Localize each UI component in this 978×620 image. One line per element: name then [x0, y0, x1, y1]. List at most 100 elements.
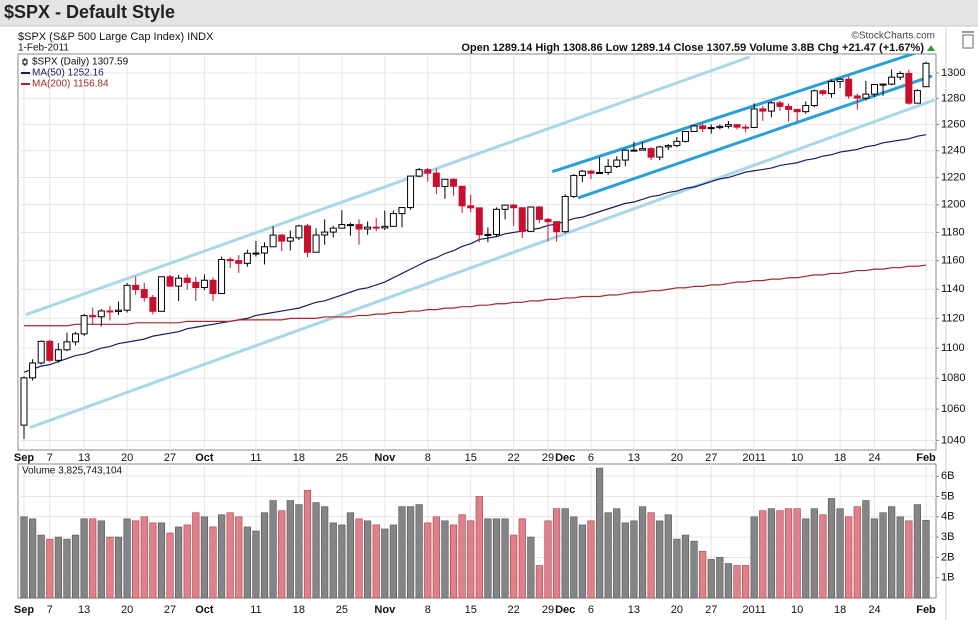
volume-bar [673, 538, 681, 599]
candle-body [450, 178, 458, 187]
y-tick-label: 1180 [941, 226, 965, 238]
candle-body [192, 281, 200, 289]
volume-bar [810, 508, 818, 599]
x-tick-label: 18 [834, 452, 846, 464]
y-tick-label: 1120 [941, 312, 965, 324]
moving-averages [23, 134, 927, 373]
y-tick-label: 1200 [941, 199, 965, 211]
volume-bar [192, 512, 200, 599]
volume-bar [845, 516, 853, 599]
volume-bar [716, 557, 724, 599]
candle-body [114, 309, 122, 313]
y-tick-label: 1160 [941, 254, 965, 266]
trendline [25, 55, 751, 317]
x-tick-label: 6 [588, 604, 594, 616]
x-tick-label: 13 [628, 604, 640, 616]
candle-body [389, 213, 397, 227]
volume-bar [166, 532, 174, 599]
candle-body [535, 206, 543, 220]
x-tick-label: 6 [588, 452, 594, 464]
x-tick-label: 10 [791, 604, 803, 616]
volume-bar [406, 506, 415, 599]
candle-body [123, 284, 131, 311]
x-tick-label: Nov [374, 452, 396, 464]
delete-icon-lid[interactable] [962, 31, 974, 33]
x-tick-label: 20 [121, 452, 133, 464]
volume-bar [286, 500, 294, 599]
x-tick-label: 18 [293, 604, 305, 616]
volume-bar [355, 518, 363, 599]
candle-body [321, 231, 329, 236]
candle-body [870, 84, 878, 95]
volume-bar [415, 504, 423, 599]
volume-bar [312, 502, 320, 599]
x-tick-label: 7 [47, 604, 53, 616]
volume-bar [71, 534, 80, 599]
volume-bar [724, 563, 733, 599]
candle-body [845, 78, 853, 97]
volume-bar [364, 520, 372, 599]
candle-body [295, 225, 303, 239]
volume-bar [664, 514, 672, 599]
change-arrow [927, 45, 935, 51]
candle-body [467, 205, 475, 209]
volume-bar [870, 518, 879, 599]
candle-body [415, 169, 423, 177]
x-tick-label: 20 [121, 604, 133, 616]
legend-icon-price-body [22, 59, 28, 65]
volume-bar [372, 524, 380, 599]
candle-body [621, 149, 629, 161]
candle-body [329, 227, 337, 233]
volume-bar [269, 500, 277, 599]
candle-body [303, 225, 311, 253]
candle-body [106, 310, 114, 313]
volume-bar [389, 524, 397, 599]
y-tick-label: 6B [941, 470, 954, 482]
x-tick-label: 20 [671, 604, 683, 616]
date: 1-Feb-2011 [18, 43, 69, 54]
candle-body [278, 234, 286, 242]
candle-body [80, 315, 88, 335]
candle-body [149, 297, 157, 312]
candle-body [690, 125, 698, 132]
candle-body [72, 333, 80, 343]
delete-icon[interactable] [962, 31, 974, 49]
volume-bar [836, 508, 844, 599]
candle-body [587, 170, 595, 174]
x-tick-label: Oct [195, 604, 214, 616]
volume-bar [707, 559, 715, 599]
candle-body [484, 233, 492, 236]
x-tick-label: 27 [164, 452, 176, 464]
volume-bar [217, 514, 226, 599]
x-tick-label: 2011 [742, 604, 766, 616]
candle-body [346, 224, 354, 227]
x-tick-label: Nov [374, 604, 396, 616]
volume-bar [441, 520, 449, 599]
volume-bar [759, 510, 767, 599]
volume-bar [140, 516, 148, 599]
ma-line [23, 134, 927, 373]
candle-body [793, 108, 801, 113]
x-tick-label: Feb [916, 604, 936, 616]
volume-bar [553, 508, 561, 599]
candle-body [596, 171, 604, 174]
volume-bar [905, 520, 913, 599]
volume-bar [604, 512, 612, 599]
candle-body [458, 185, 466, 207]
candle-body [475, 207, 483, 236]
candle-body [312, 234, 320, 253]
volume-bar [578, 524, 586, 599]
x-tick-label: 13 [78, 604, 90, 616]
candle-body [252, 252, 260, 255]
volume-bar [492, 518, 501, 599]
candle-body [776, 102, 784, 107]
candle-body [338, 224, 346, 229]
volume-bar [819, 514, 827, 599]
candle-body [733, 124, 741, 128]
chart-title: $SPX - Default Style [4, 2, 175, 22]
legend: $SPX (Daily) 1307.59 MA(50) 1252.16 MA(2… [21, 57, 129, 90]
volume-bar [862, 500, 870, 599]
delete-icon-can[interactable] [962, 34, 974, 49]
x-tick-label: 24 [868, 604, 880, 616]
